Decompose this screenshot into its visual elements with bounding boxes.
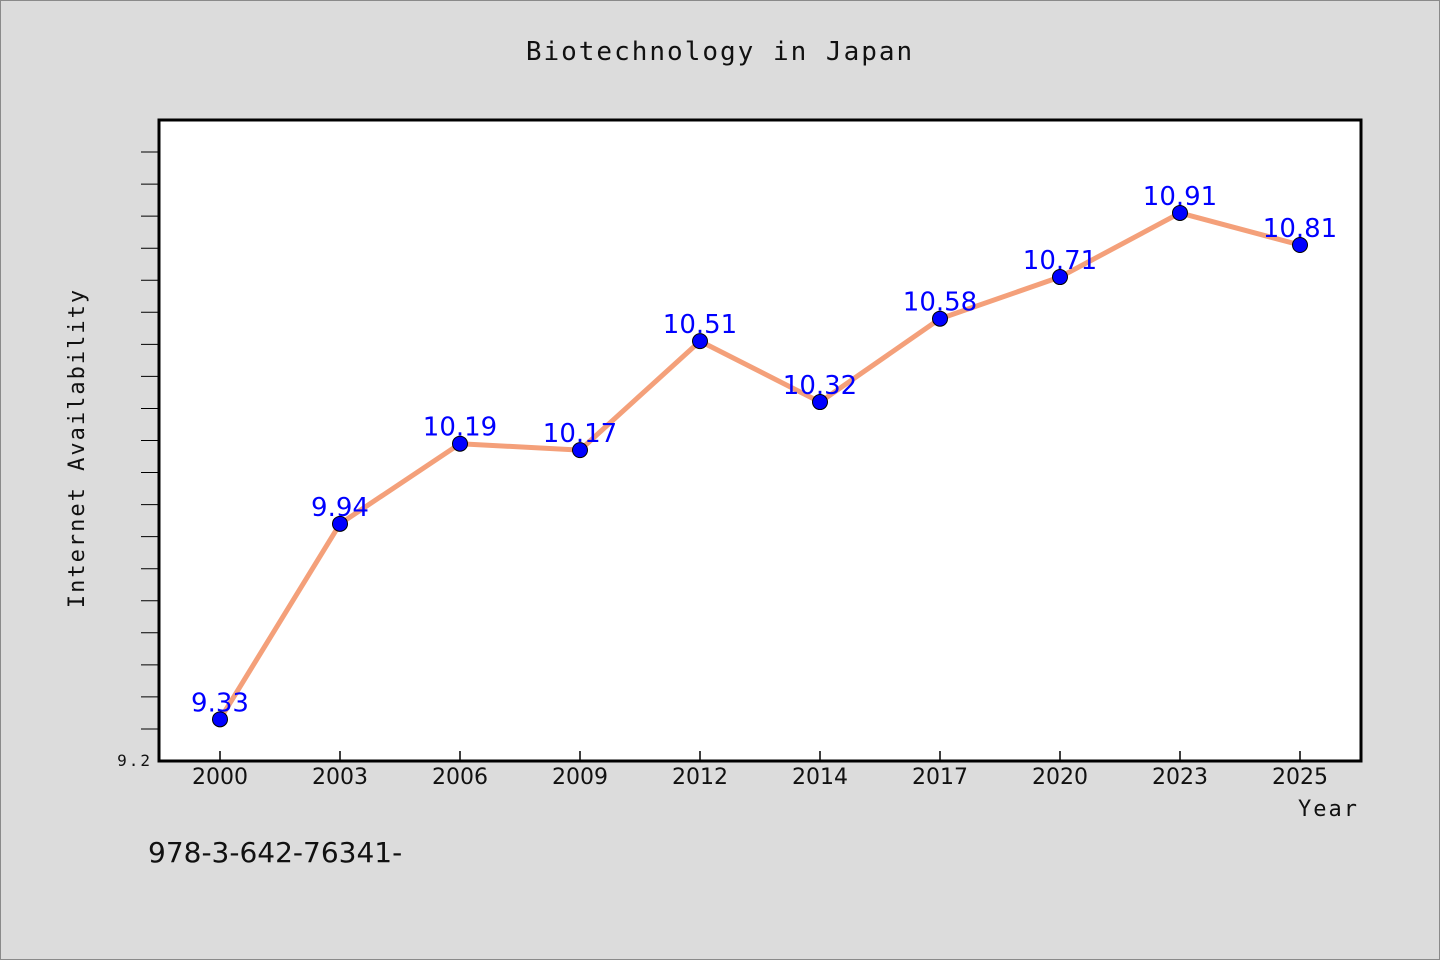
- x-tick-labels: 2000 2003 2006 2009 2012 2014 2017 2020 2023 2025: [192, 765, 1328, 790]
- data-point: [1052, 269, 1068, 286]
- x-tick-label: 2025: [1272, 765, 1328, 790]
- chart-title: Biotechnology in Japan: [526, 37, 914, 67]
- x-tick-label: 2023: [1152, 765, 1208, 790]
- data-label: 10.71: [1023, 246, 1097, 276]
- x-tick-label: 2017: [912, 765, 968, 790]
- x-tick-label: 2006: [432, 765, 488, 790]
- data-label: 10.19: [423, 413, 497, 443]
- data-point: [812, 394, 828, 411]
- data-label: 10.81: [1263, 214, 1337, 244]
- x-tick-label: 2000: [192, 765, 248, 790]
- data-point: [932, 310, 948, 327]
- data-point: [452, 435, 468, 452]
- data-label: 10.17: [543, 419, 617, 449]
- x-axis-ticks: [219, 751, 1301, 761]
- y-axis-ticks: [141, 151, 159, 730]
- x-tick-label: 2003: [312, 765, 368, 790]
- footnote: 978-3-642-76341-: [148, 836, 402, 869]
- x-tick-label: 2009: [552, 765, 608, 790]
- y-tick-label: 9.2: [117, 751, 152, 770]
- data-label: 9.33: [191, 688, 249, 718]
- y-axis-label: Internet Availability: [65, 288, 90, 608]
- series-markers: [212, 204, 1308, 728]
- data-point: [1172, 204, 1188, 221]
- data-point: [1292, 236, 1308, 253]
- data-label: 10.91: [1143, 182, 1217, 212]
- data-label: 10.58: [903, 288, 977, 318]
- data-label: 10.51: [663, 310, 737, 340]
- data-point: [692, 333, 708, 350]
- x-tick-label: 2014: [792, 765, 848, 790]
- x-tick-label: 2012: [672, 765, 728, 790]
- x-tick-label: 2020: [1032, 765, 1088, 790]
- series-line: [217, 210, 1301, 721]
- data-labels: 9.33 9.94 10.19 10.17 10.51 10.32 10.58 10.71 10…: [191, 182, 1337, 718]
- data-point: [572, 442, 588, 459]
- data-label: 10.32: [783, 371, 857, 401]
- data-point: [212, 711, 228, 728]
- data-point: [332, 515, 348, 532]
- data-label: 9.94: [311, 493, 369, 523]
- plot-area: [157, 118, 1363, 763]
- x-axis-label: Year: [1298, 797, 1359, 822]
